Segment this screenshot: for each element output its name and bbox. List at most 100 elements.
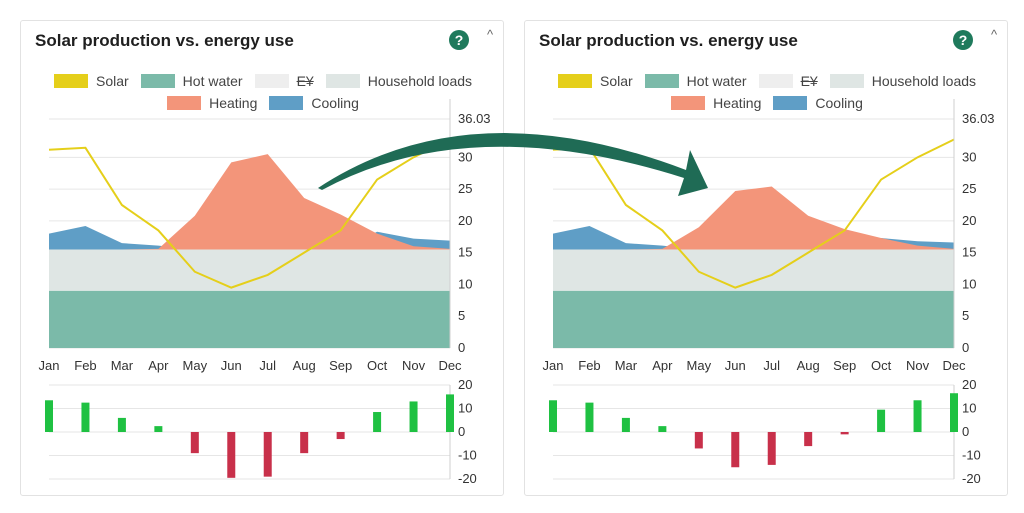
y-tick-label: 0 [458,340,465,355]
legend-swatch [140,74,175,88]
balance-bar [621,417,630,432]
legend-item-heating[interactable]: Heating [671,95,761,111]
balance-y-tick-label: 10 [962,401,976,416]
legend-swatch [53,74,88,88]
balance-y-tick-label: 0 [962,424,969,439]
legend-swatch [325,74,360,88]
x-tick-label: Apr [652,358,673,373]
x-tick-label: Jul [763,358,780,373]
balance-bar [767,432,776,465]
legend-label: Household loads [871,73,977,89]
legend-item-cooling[interactable]: Cooling [269,95,359,111]
balance-bar [549,400,557,432]
legend-item-hot-water[interactable]: Hot water [644,73,747,89]
x-tick-label: Apr [148,358,169,373]
legend-item-household-loads[interactable]: Household loads [325,73,473,89]
legend-swatch [644,74,679,88]
chart-panel-after: Solar production vs. energy use ? ^ Sola… [524,20,1008,496]
x-tick-label: Jul [259,358,276,373]
legend-item-household-loads[interactable]: Household loads [829,73,977,89]
legend-item-heating[interactable]: Heating [167,95,257,111]
balance-bar [585,402,594,432]
legend-item-solar[interactable]: Solar [53,73,129,89]
balance-bar [300,432,309,454]
legend-label: Household loads [367,73,473,89]
chart-panel-before: Solar production vs. energy use ? ^ Sola… [20,20,504,496]
balance-y-tick-label: 20 [962,377,976,392]
x-tick-label: Feb [74,358,96,373]
balance-bar [877,409,886,432]
y-tick-label: 36.03 [458,111,491,126]
balance-bar [45,400,53,432]
legend-item-solar[interactable]: Solar [557,73,633,89]
chevron-up-icon[interactable]: ^ [487,27,494,42]
legend-label: Hot water [182,73,243,89]
balance-bar [658,426,667,432]
balance-y-tick-label: 10 [458,401,472,416]
x-tick-label: May [183,358,208,373]
legend-row: Solar Hot water E¥ Household loads [525,73,1009,89]
legend-swatch [557,74,592,88]
legend-swatch [254,74,289,88]
legend-item-ev[interactable]: E¥ [254,73,314,89]
x-tick-label: Aug [797,358,820,373]
legend-label: Solar [95,73,129,89]
x-tick-label: Dec [438,358,462,373]
y-tick-label: 25 [458,181,472,196]
x-tick-label: Feb [578,358,600,373]
legend-label: Solar [599,73,633,89]
balance-y-tick-label: 0 [458,424,465,439]
balance-bar [154,426,163,432]
y-tick-label: 10 [962,276,976,291]
balance-bar [336,432,345,440]
balance-bar [446,394,454,432]
y-tick-label: 20 [458,213,472,228]
balance-bar [81,402,90,432]
help-icon[interactable]: ? [449,30,469,50]
x-tick-label: Nov [402,358,426,373]
legend-swatch [269,96,304,110]
legend-row: Solar Hot water E¥ Household loads [21,73,505,89]
legend-item-ev[interactable]: E¥ [758,73,818,89]
panel-title: Solar production vs. energy use [539,31,798,50]
balance-bar [694,432,703,449]
balance-bar [950,393,958,432]
area-hot-water [553,290,954,348]
area-hot-water [49,290,450,348]
y-tick-label: 30 [962,149,976,164]
legend-item-hot-water[interactable]: Hot water [140,73,243,89]
balance-bar [840,432,849,435]
x-tick-label: Jun [725,358,746,373]
legend-label: Heating [713,95,762,111]
y-tick-label: 36.03 [962,111,995,126]
balance-bar [373,412,382,432]
y-tick-label: 30 [458,149,472,164]
legend-swatch [758,74,793,88]
y-tick-label: 5 [962,308,969,323]
x-tick-label: Sep [833,358,856,373]
legend-label: E¥ [296,73,314,89]
legend-row: Heating Cooling [525,95,1009,111]
balance-bar [227,432,236,478]
legend-label: Cooling [311,95,359,111]
balance-y-tick-label: -10 [962,448,981,463]
chevron-up-icon[interactable]: ^ [991,27,998,42]
legend-item-cooling[interactable]: Cooling [773,95,863,111]
x-tick-label: Oct [871,358,892,373]
x-tick-label: Jun [221,358,242,373]
help-icon[interactable]: ? [953,30,973,50]
y-tick-label: 10 [458,276,472,291]
legend-label: E¥ [800,73,818,89]
y-tick-label: 15 [962,245,976,260]
x-tick-label: Dec [942,358,966,373]
x-tick-label: May [687,358,712,373]
x-tick-label: Nov [906,358,930,373]
legend-label: Cooling [815,95,863,111]
y-tick-label: 25 [962,181,976,196]
y-tick-label: 15 [458,245,472,260]
x-tick-label: Aug [293,358,316,373]
legend-swatch [773,96,808,110]
legend-swatch [671,96,706,110]
balance-bar [913,400,922,432]
x-tick-label: Sep [329,358,352,373]
